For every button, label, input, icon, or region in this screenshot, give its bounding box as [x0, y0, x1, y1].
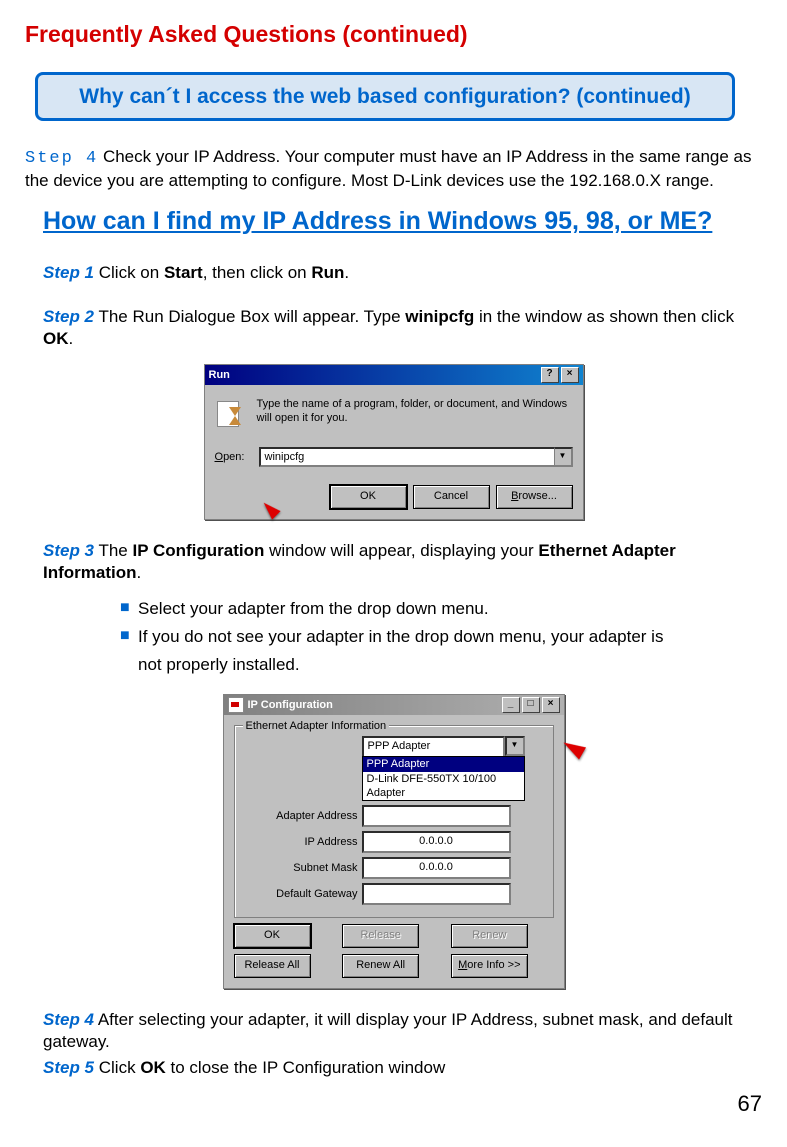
renew-button[interactable]: Renew	[451, 924, 528, 948]
ipc-title-icon	[228, 697, 244, 713]
cancel-button[interactable]: Cancel	[413, 485, 490, 509]
run-dialog: Run ? × Type the name of a program, fold…	[204, 364, 584, 520]
step-label: Step 5	[43, 1058, 94, 1077]
minimize-button[interactable]: _	[502, 697, 520, 713]
intro-step4: Step 4 Check your IP Address. Your compu…	[25, 146, 762, 192]
step5-text: Step 5 Click OK to close the IP Configur…	[43, 1057, 762, 1079]
adapter-selected[interactable]: PPP Adapter	[362, 736, 505, 756]
close-button[interactable]: ×	[542, 697, 560, 713]
ip-address-label: IP Address	[243, 835, 358, 849]
ip-config-dialog: IP Configuration _ □ × Ethernet Adapter …	[223, 694, 565, 989]
run-hint-text: Type the name of a program, folder, or d…	[257, 397, 573, 429]
close-button[interactable]: ×	[561, 367, 579, 383]
renew-all-button[interactable]: Renew All	[342, 954, 419, 978]
step-label: Step 4	[25, 149, 98, 168]
intro-text: Check your IP Address. Your computer mus…	[25, 147, 752, 190]
adapter-option[interactable]: D-Link DFE-550TX 10/100 Adapter	[363, 772, 524, 801]
step-label: Step 1	[43, 263, 94, 282]
adapter-option[interactable]: PPP Adapter	[363, 757, 524, 771]
adapter-groupbox: Ethernet Adapter Information PPP Adapter…	[234, 725, 554, 918]
step4b-text: Step 4 After selecting your adapter, it …	[43, 1009, 762, 1053]
more-info-button[interactable]: More Info >>	[451, 954, 528, 978]
step-label: Step 2	[43, 307, 94, 326]
groupbox-title: Ethernet Adapter Information	[243, 719, 390, 733]
sub-heading: How can I find my IP Address in Windows …	[43, 206, 762, 237]
dropdown-icon[interactable]: ▼	[554, 447, 573, 467]
maximize-button[interactable]: □	[522, 697, 540, 713]
ipc-titlebar: IP Configuration _ □ ×	[224, 695, 564, 715]
bullet-2-cont: not properly installed.	[138, 654, 762, 676]
run-title: Run	[209, 368, 230, 382]
step-label: Step 3	[43, 541, 94, 560]
adapter-dropdown[interactable]: PPP Adapter ▼ PPP Adapter D-Link DFE-550…	[362, 736, 525, 801]
run-titlebar: Run ? ×	[205, 365, 583, 385]
step2-text: Step 2 The Run Dialogue Box will appear.…	[43, 306, 762, 350]
gateway-field	[362, 883, 511, 905]
run-icon	[215, 397, 247, 429]
ok-button[interactable]: OK	[330, 485, 407, 509]
subnet-mask-label: Subnet Mask	[243, 861, 358, 875]
gateway-label: Default Gateway	[243, 887, 358, 901]
adapter-address-field	[362, 805, 511, 827]
square-bullet-icon: ■	[120, 598, 138, 619]
ip-address-field: 0.0.0.0	[362, 831, 511, 853]
step3-text: Step 3 The IP Configuration window will …	[43, 540, 762, 584]
bullet-1: ■Select your adapter from the drop down …	[120, 598, 762, 620]
question-banner: Why can´t I access the web based configu…	[35, 72, 735, 121]
step-label: Step 4	[43, 1010, 94, 1029]
step1-text: Step 1 Click on Start, then click on Run…	[43, 262, 762, 284]
page-number: 67	[25, 1090, 762, 1119]
subnet-mask-field: 0.0.0.0	[362, 857, 511, 879]
browse-button[interactable]: Browse...	[496, 485, 573, 509]
bullet-2: ■If you do not see your adapter in the d…	[120, 626, 762, 648]
adapter-options: PPP Adapter D-Link DFE-550TX 10/100 Adap…	[362, 756, 525, 801]
release-button[interactable]: Release	[342, 924, 419, 948]
adapter-address-label: Adapter Address	[243, 809, 358, 823]
release-all-button[interactable]: Release All	[234, 954, 311, 978]
dropdown-icon[interactable]: ▼	[505, 736, 525, 756]
page-title: Frequently Asked Questions (continued)	[25, 20, 762, 50]
help-button[interactable]: ?	[541, 367, 559, 383]
open-label: Open:	[215, 450, 251, 464]
open-combo[interactable]: winipcfg ▼	[259, 447, 573, 467]
square-bullet-icon: ■	[120, 626, 138, 647]
ok-button[interactable]: OK	[234, 924, 311, 948]
open-input[interactable]: winipcfg	[259, 447, 554, 467]
ipc-title: IP Configuration	[248, 698, 333, 712]
